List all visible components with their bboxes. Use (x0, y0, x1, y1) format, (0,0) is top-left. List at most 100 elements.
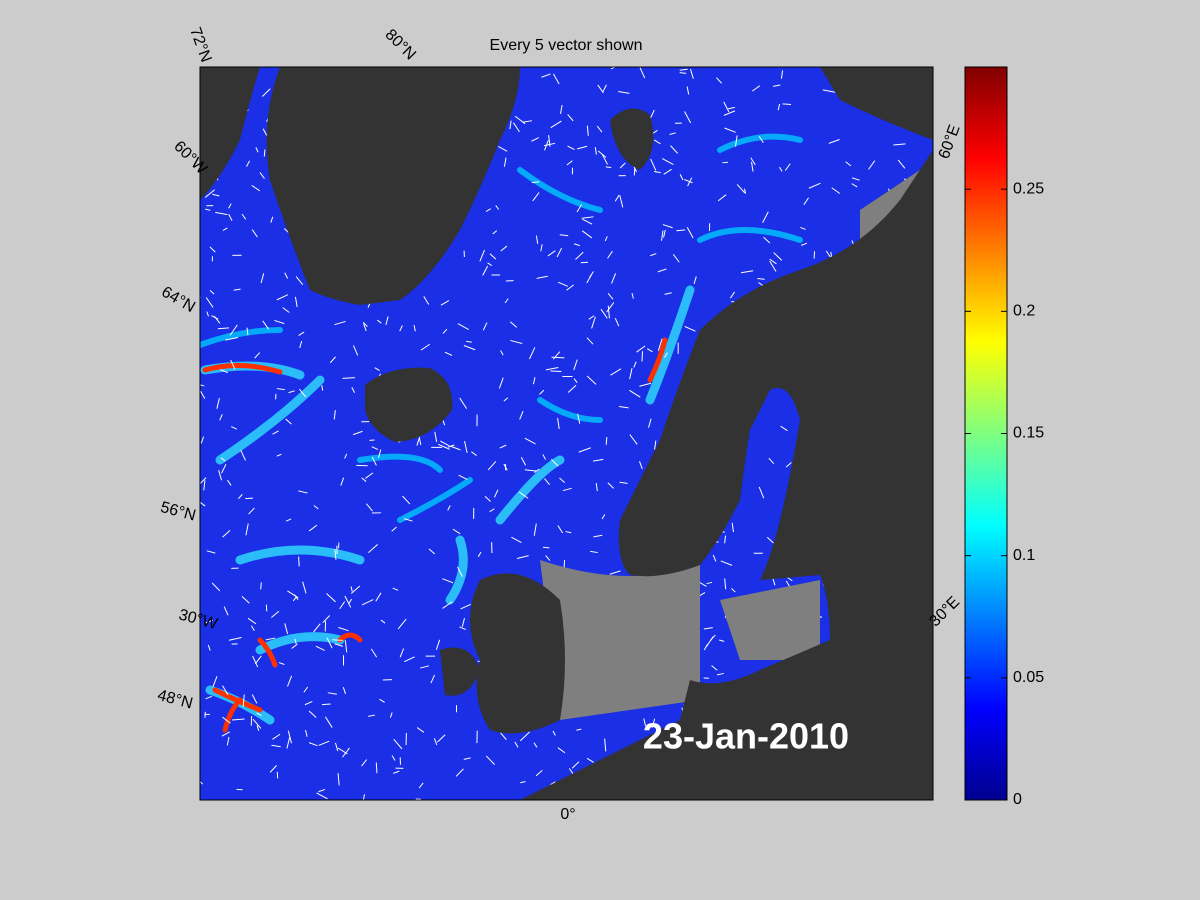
vector (639, 67, 646, 79)
vector (500, 245, 508, 252)
vector (484, 496, 491, 502)
vector (831, 187, 841, 194)
vector (447, 505, 451, 511)
vector (562, 487, 572, 492)
vector (303, 686, 309, 693)
vector (463, 757, 471, 760)
vector (403, 518, 413, 522)
vector (494, 489, 499, 498)
vector (477, 551, 482, 557)
vector (577, 413, 581, 424)
vector (654, 170, 661, 174)
vector (577, 145, 588, 150)
vector (535, 235, 539, 244)
vector (629, 368, 633, 380)
vector (556, 247, 563, 258)
vector (364, 472, 374, 479)
vector (605, 166, 612, 168)
vector (324, 716, 333, 728)
vector (528, 347, 536, 360)
vector (322, 615, 331, 624)
vector (251, 229, 258, 238)
vector (676, 229, 686, 232)
vector (262, 320, 270, 330)
vector (218, 469, 223, 481)
vector (220, 369, 229, 374)
vector (657, 268, 667, 273)
vector (206, 311, 209, 317)
vector (260, 582, 262, 590)
vector (514, 741, 519, 748)
vector (731, 588, 736, 593)
vector (533, 742, 538, 748)
vector (769, 260, 777, 272)
vector (287, 730, 292, 744)
vector (545, 555, 551, 561)
vector (315, 645, 325, 651)
vector (800, 242, 808, 246)
vector (500, 732, 507, 740)
vector (212, 193, 220, 197)
vector (276, 388, 285, 391)
vector (611, 273, 617, 284)
vector (287, 590, 299, 599)
vector (374, 367, 380, 371)
vector (724, 127, 736, 133)
vector (582, 218, 593, 225)
vector (772, 84, 781, 87)
vector (308, 742, 318, 747)
vector (361, 477, 367, 482)
vector (241, 596, 250, 604)
vector (822, 89, 836, 93)
vector (532, 192, 540, 202)
vector (550, 370, 562, 373)
vector (418, 436, 422, 446)
vector (597, 84, 604, 94)
vector (379, 698, 385, 703)
colorbar-tick-label: 0.05 (1013, 669, 1044, 686)
vector (326, 637, 333, 649)
colorbar-ticks: 0 0.05 0.1 0.15 0.2 0.25 (965, 180, 1044, 808)
vector (499, 444, 507, 449)
vector (706, 581, 713, 585)
vector (567, 384, 577, 393)
vector (485, 755, 496, 765)
vector (586, 337, 594, 345)
vector (416, 727, 425, 733)
vector (670, 145, 679, 154)
map: 23-Jan-2010 (200, 67, 933, 800)
vector (350, 586, 353, 592)
vector (206, 550, 216, 554)
vector (498, 146, 508, 152)
vector (567, 114, 574, 122)
vector (371, 446, 379, 451)
vector (217, 327, 230, 330)
vector (391, 526, 397, 532)
vector (573, 378, 578, 383)
vector (650, 253, 657, 257)
graticule-label: 0° (560, 806, 575, 823)
vector (690, 68, 694, 79)
vector (200, 390, 206, 399)
vector (457, 566, 463, 577)
vector (440, 300, 450, 306)
vector (270, 216, 274, 223)
vector (740, 270, 754, 274)
vector (581, 230, 593, 239)
vector (606, 302, 615, 313)
vector (230, 359, 236, 370)
vector (362, 321, 368, 328)
vector (586, 375, 597, 385)
vector (636, 345, 646, 353)
vector (522, 120, 533, 123)
vector (222, 530, 231, 538)
vector (220, 457, 226, 462)
vector (442, 601, 453, 609)
vector (534, 468, 540, 474)
vector (544, 140, 549, 151)
vector (671, 799, 674, 800)
vector (610, 368, 622, 376)
vector (246, 160, 251, 167)
vector (868, 160, 876, 170)
